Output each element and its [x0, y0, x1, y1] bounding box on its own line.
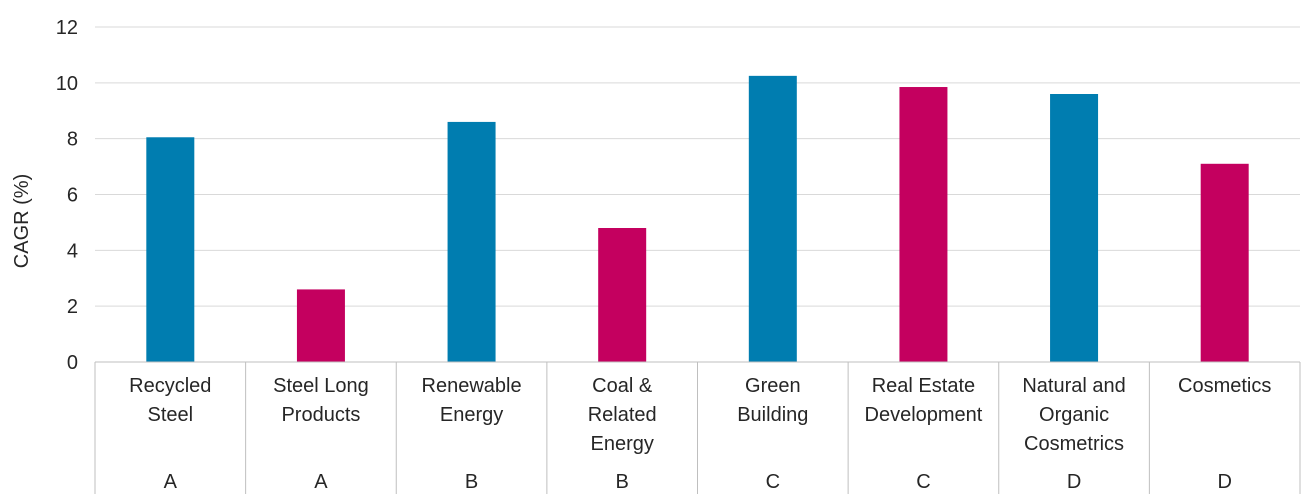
x-group-label: C — [916, 471, 930, 493]
x-category-label-line: Products — [281, 404, 360, 426]
bar — [146, 137, 195, 362]
bar — [899, 87, 948, 362]
x-category-label-line: Related — [588, 404, 657, 426]
bar — [1050, 94, 1099, 362]
x-group-label: B — [465, 471, 478, 493]
bar — [598, 228, 647, 362]
x-category-label-line: Recycled — [129, 375, 211, 397]
x-category-label-line: Natural and — [1022, 375, 1125, 397]
x-group-label: B — [616, 471, 629, 493]
axes — [94, 361, 1301, 494]
x-category-label: Cosmetics — [1178, 375, 1271, 397]
x-category-label-line: Steel Long — [273, 375, 369, 397]
bars — [146, 75, 1249, 363]
x-category-label-line: Coal & — [592, 375, 653, 397]
x-category-label: Green Building — [737, 375, 808, 426]
x-category-labels: Recycled Steel A Steel Long Products A Renewab… — [129, 375, 1271, 493]
y-tick-label: 6 — [67, 185, 78, 207]
x-category-label-line: Green — [745, 375, 801, 397]
gridlines — [95, 26, 1300, 307]
x-category-label-line: Renewable — [422, 375, 522, 397]
y-tick-label: 12 — [56, 17, 78, 39]
x-group-label: D — [1217, 471, 1231, 493]
x-category-label-line: Organic — [1039, 404, 1109, 426]
x-category-label: Coal & Related Energy — [588, 375, 657, 455]
y-tick-label: 0 — [67, 352, 78, 374]
x-group-label: A — [164, 471, 178, 493]
bar — [296, 289, 345, 362]
x-category-label: Recycled Steel — [129, 375, 211, 426]
y-tick-labels: 0 2 4 6 8 10 12 — [56, 17, 78, 374]
x-category-label-line: Development — [865, 404, 983, 426]
x-group-label: D — [1067, 471, 1081, 493]
y-axis-title: CAGR (%) — [11, 174, 33, 268]
x-category-label-line: Cosmetics — [1178, 375, 1271, 397]
bar — [447, 121, 496, 363]
y-tick-label: 4 — [67, 240, 78, 262]
y-tick-label: 8 — [67, 129, 78, 151]
y-tick-label: 10 — [56, 73, 78, 95]
x-group-label: C — [766, 471, 780, 493]
bar — [748, 75, 797, 363]
x-category-label-line: Steel — [148, 404, 194, 426]
bar — [1200, 163, 1249, 362]
x-category-label: Steel Long Products — [273, 375, 369, 426]
x-category-label-line: Real Estate — [872, 375, 975, 397]
x-category-label-line: Energy — [591, 433, 654, 455]
x-category-label-line: Building — [737, 404, 808, 426]
y-tick-label: 2 — [67, 296, 78, 318]
x-group-label: A — [314, 471, 328, 493]
x-category-label: Natural and Organic Cosmetrics — [1022, 375, 1125, 455]
x-category-label: Real Estate Development — [865, 375, 983, 426]
x-category-label: Renewable Energy — [422, 375, 522, 426]
x-category-label-line: Energy — [440, 404, 503, 426]
x-category-label-line: Cosmetrics — [1024, 433, 1124, 455]
